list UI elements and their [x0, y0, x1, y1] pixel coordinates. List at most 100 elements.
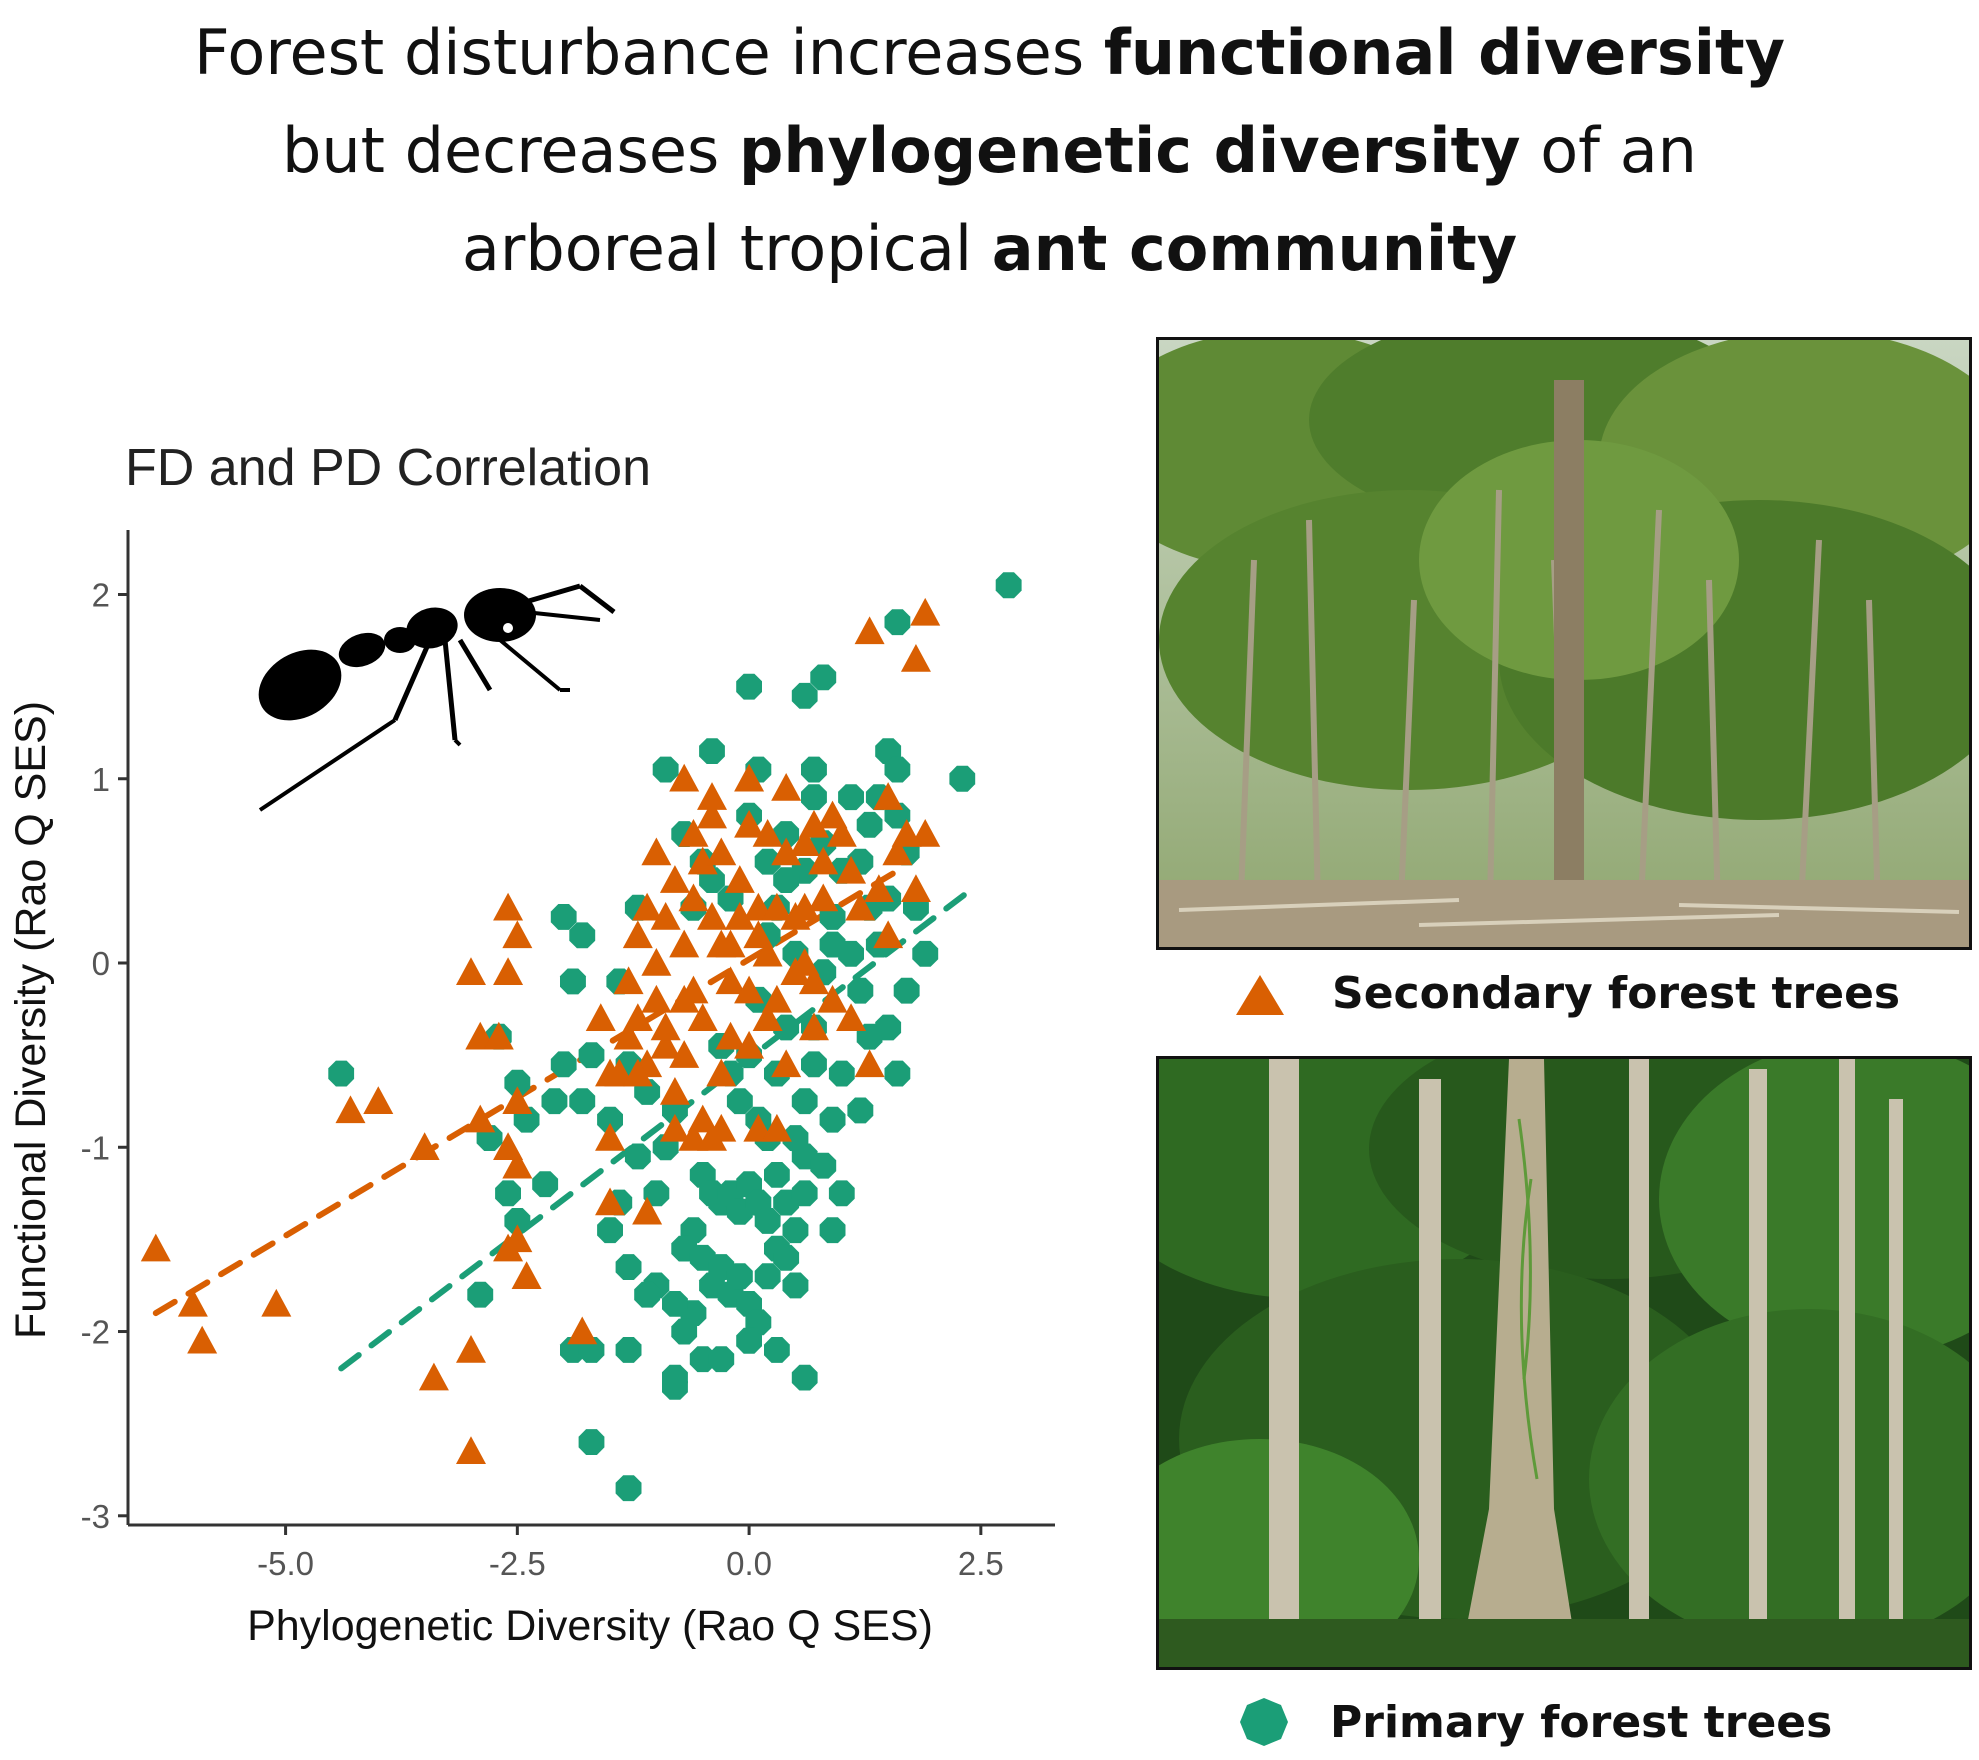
headline-line-3: arboreal tropical ant community	[461, 212, 1518, 285]
primary-point	[736, 1327, 762, 1354]
primary-forest-octagon-icon	[1240, 1698, 1288, 1746]
primary-point	[708, 1346, 735, 1373]
secondary-point	[798, 1012, 829, 1041]
primary-point	[328, 1060, 355, 1087]
secondary-point	[595, 1187, 626, 1216]
secondary-point	[752, 938, 783, 967]
primary-point	[801, 784, 827, 811]
primary-point	[912, 940, 939, 967]
headline-line-1: Forest disturbance increases functional …	[193, 16, 1786, 89]
primary-point	[550, 1051, 577, 1078]
primary-point	[810, 664, 837, 691]
secondary-point	[715, 1021, 746, 1050]
secondary-point	[743, 920, 774, 949]
primary-point	[893, 977, 920, 1004]
secondary-point	[845, 892, 876, 921]
secondary-point	[761, 892, 792, 921]
secondary-point	[687, 1003, 718, 1032]
primary-point	[652, 756, 679, 783]
secondary-point	[808, 846, 839, 875]
secondary-point	[798, 966, 829, 995]
primary-point	[671, 1318, 698, 1345]
primary-point	[689, 1346, 716, 1373]
primary-point	[819, 931, 846, 958]
primary-point	[764, 1337, 790, 1363]
secondary-point	[798, 809, 829, 838]
primary-point	[504, 1069, 531, 1096]
secondary-point	[511, 1261, 542, 1289]
chart-title: FD and PD Correlation	[125, 439, 651, 497]
x-tick-label: -5.0	[257, 1545, 314, 1582]
secondary-point	[678, 883, 709, 912]
primary-point	[773, 821, 800, 847]
primary-point	[578, 1042, 605, 1069]
secondary-point	[761, 984, 792, 1013]
secondary-point	[706, 1058, 737, 1087]
primary-point	[847, 977, 874, 1004]
primary-point	[801, 756, 827, 783]
secondary-point	[752, 1003, 783, 1032]
primary-point	[643, 1180, 670, 1207]
secondary-point	[854, 1049, 885, 1078]
secondary-point	[789, 892, 820, 921]
y-tick-label: 1	[92, 761, 110, 798]
primary-point	[569, 1088, 596, 1115]
secondary-point	[771, 837, 802, 866]
primary-point	[949, 765, 976, 792]
secondary-point	[622, 920, 653, 949]
secondary-point	[455, 957, 486, 985]
secondary-point	[771, 772, 802, 801]
axes: -5.0 -2.5 0.0 2.5 -3 -2 -1 0 1 2	[81, 530, 1055, 1582]
primary-point	[828, 1060, 855, 1087]
y-tick-label: -1	[81, 1129, 110, 1166]
secondary-point	[502, 920, 533, 949]
secondary-point	[493, 1132, 524, 1161]
secondary-point	[734, 763, 765, 792]
secondary-point	[363, 1086, 394, 1114]
primary-point	[828, 1180, 855, 1207]
secondary-point	[335, 1095, 366, 1124]
secondary-point	[789, 828, 820, 856]
secondary-point	[836, 855, 867, 884]
x-axis-title: Phylogenetic Diversity (Rao Q SES)	[247, 1602, 933, 1650]
legend-primary-label: Primary forest trees	[1330, 1697, 1833, 1748]
secondary-point	[669, 929, 700, 958]
ant-icon	[258, 583, 616, 812]
primary-point	[597, 1106, 623, 1133]
primary-point	[578, 1429, 605, 1455]
y-tick-label: -2	[81, 1314, 110, 1351]
secondary-point	[465, 1104, 496, 1133]
primary-point	[726, 1263, 753, 1290]
primary-point	[838, 784, 864, 811]
secondary-point	[650, 901, 681, 930]
secondary-point	[669, 763, 700, 792]
primary-point	[754, 1208, 781, 1234]
secondary-point	[650, 1030, 681, 1059]
y-axis-title: Functional Diversity (Rao Q SES)	[7, 701, 55, 1339]
secondary-point	[826, 819, 857, 847]
secondary-point	[502, 1224, 533, 1253]
primary-point	[615, 1254, 642, 1280]
secondary-point	[493, 892, 524, 921]
secondary-point	[734, 1030, 765, 1059]
secondary-point	[187, 1325, 218, 1354]
secondary-point	[177, 1288, 208, 1317]
secondary-point	[669, 984, 700, 1013]
secondary-point	[622, 1058, 653, 1087]
headline-line-2: but decreases phylogenetic diversity of …	[282, 114, 1697, 187]
secondary-point	[641, 948, 672, 976]
secondary-point	[455, 1334, 486, 1363]
primary-point	[810, 1152, 837, 1179]
secondary-point	[641, 984, 672, 1013]
secondary-point	[873, 920, 904, 949]
primary-point	[467, 1281, 494, 1308]
secondary-point	[724, 901, 755, 930]
secondary-point	[854, 616, 885, 645]
secondary-point	[836, 1003, 867, 1032]
primary-point	[801, 1051, 827, 1078]
secondary-point	[261, 1288, 292, 1317]
secondary-point	[882, 837, 913, 866]
primary-point	[847, 1097, 874, 1124]
data-points	[140, 572, 1022, 1502]
secondary-point	[817, 984, 848, 1013]
